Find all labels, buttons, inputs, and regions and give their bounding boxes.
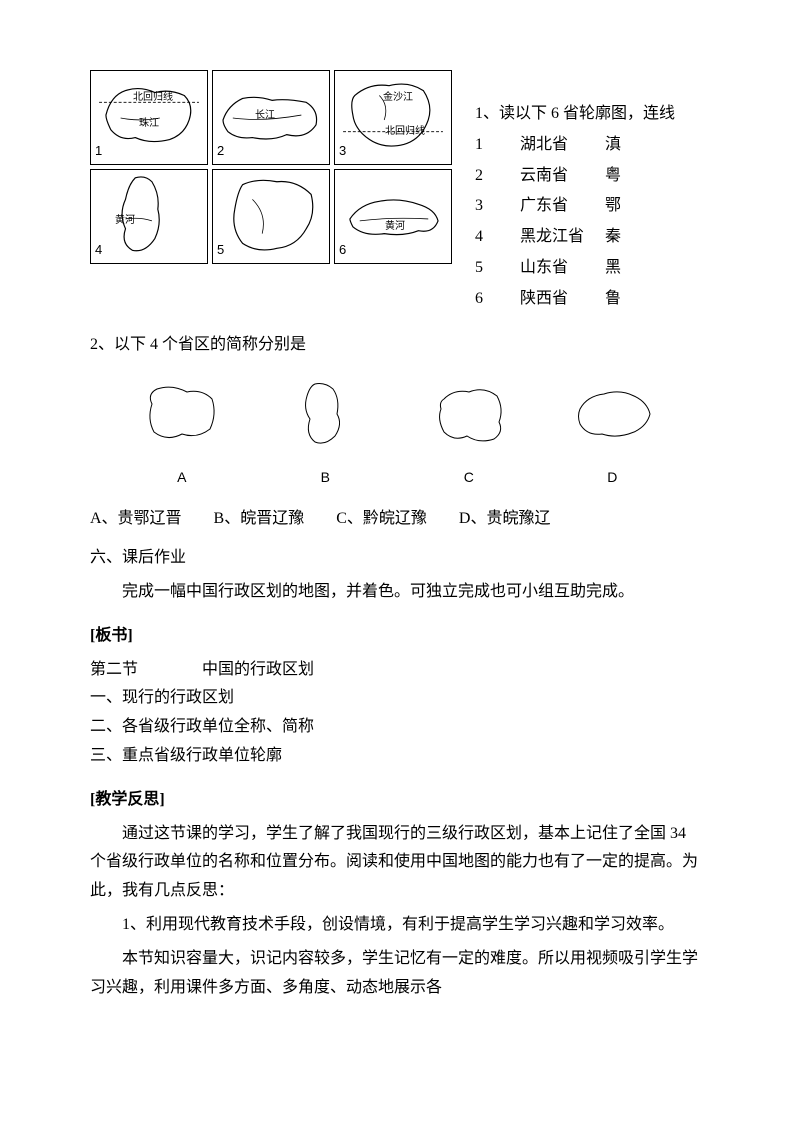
match-num: 1 xyxy=(475,131,520,160)
map-number-1: 1 xyxy=(95,139,102,162)
province-outline-3 xyxy=(335,71,451,164)
match-item-2: 2 云南省 粤 xyxy=(475,162,704,191)
board-header: [板书] xyxy=(90,622,704,651)
shape-label-c: C xyxy=(419,465,519,490)
province-outline-4 xyxy=(91,170,207,263)
section6-content: 完成一幅中国行政区划的地图，并着色。可独立完成也可小组互助完成。 xyxy=(90,578,704,607)
map-cell-2: 长江 2 xyxy=(212,70,330,165)
map-number-6: 6 xyxy=(339,238,346,261)
reflection-para-3: 本节知识容量大，识记内容较多，学生记忆有一定的难度。所以用视频吸引学生学习兴趣，… xyxy=(90,945,704,1003)
map4-label-river: 黄河 xyxy=(115,212,135,230)
match-province: 山东省 xyxy=(520,254,605,283)
six-maps-grid: 北回归线 珠江 1 长江 2 金沙江 北回归线 3 xyxy=(90,70,460,268)
question2-title: 2、以下 4 个省区的简称分别是 xyxy=(90,331,704,360)
map3-label-river: 金沙江 xyxy=(383,89,413,107)
question2-options: A、贵鄂辽晋 B、皖晋辽豫 C、黔皖辽豫 D、贵皖豫辽 xyxy=(90,505,704,534)
match-num: 3 xyxy=(475,192,520,221)
board-item-3: 三、重点省级行政单位轮廓 xyxy=(90,742,704,771)
province-shape-a xyxy=(132,374,232,454)
reflection-para-1: 通过这节课的学习，学生了解了我国现行的三级行政区划，基本上记住了全国 34 个省… xyxy=(90,820,704,906)
maps-row-1: 北回归线 珠江 1 长江 2 金沙江 北回归线 3 xyxy=(90,70,460,165)
match-province: 广东省 xyxy=(520,192,605,221)
shape-label-a: A xyxy=(132,465,232,490)
match-province: 湖北省 xyxy=(520,131,605,160)
shape-cell-d: D xyxy=(562,374,662,490)
match-abbr: 粤 xyxy=(605,162,635,191)
shape-label-d: D xyxy=(562,465,662,490)
shape-label-b: B xyxy=(275,465,375,490)
province-outline-6 xyxy=(335,170,451,263)
shape-cell-b: B xyxy=(275,374,375,490)
match-item-5: 5 山东省 黑 xyxy=(475,254,704,283)
four-shapes-row: A B C D xyxy=(90,364,704,500)
province-shape-c xyxy=(419,374,519,454)
match-abbr: 滇 xyxy=(605,131,635,160)
map6-label-river: 黄河 xyxy=(385,218,405,236)
match-province: 陕西省 xyxy=(520,285,605,314)
board-item-2: 二、各省级行政单位全称、简称 xyxy=(90,713,704,742)
map3-label-tropic: 北回归线 xyxy=(385,123,425,141)
reflection-para-2: 1、利用现代教育技术手段，创设情境，有利于提高学生学习兴趣和学习效率。 xyxy=(90,911,704,940)
match-num: 4 xyxy=(475,223,520,252)
maps-row-2: 黄河 4 5 黄河 6 xyxy=(90,169,460,264)
map-number-4: 4 xyxy=(95,238,102,261)
match-item-1: 1 湖北省 滇 xyxy=(475,131,704,160)
map-cell-4: 黄河 4 xyxy=(90,169,208,264)
reflection-header: [教学反思] xyxy=(90,786,704,815)
map-cell-3: 金沙江 北回归线 3 xyxy=(334,70,452,165)
shape-cell-a: A xyxy=(132,374,232,490)
province-shape-b xyxy=(275,374,375,454)
match-abbr: 鲁 xyxy=(605,285,635,314)
match-abbr: 鄂 xyxy=(605,192,635,221)
match-num: 6 xyxy=(475,285,520,314)
map-number-2: 2 xyxy=(217,139,224,162)
matching-list: 1、读以下 6 省轮廓图，连线 1 湖北省 滇 2 云南省 粤 3 广东省 鄂 … xyxy=(475,70,704,316)
question2-section: 2、以下 4 个省区的简称分别是 A B C D A、贵鄂辽晋 B、皖 xyxy=(90,331,704,535)
match-province: 云南省 xyxy=(520,162,605,191)
map2-label-river: 长江 xyxy=(255,107,275,125)
map-cell-1: 北回归线 珠江 1 xyxy=(90,70,208,165)
board-title: 第二节 中国的行政区划 xyxy=(90,656,704,685)
match-item-4: 4 黑龙江省 秦 xyxy=(475,223,704,252)
shape-cell-c: C xyxy=(419,374,519,490)
match-abbr: 秦 xyxy=(605,223,635,252)
map1-label-tropic: 北回归线 xyxy=(133,89,173,107)
match-num: 5 xyxy=(475,254,520,283)
map1-label-river: 珠江 xyxy=(139,115,159,133)
section6-title: 六、课后作业 xyxy=(90,544,704,573)
match-num: 2 xyxy=(475,162,520,191)
province-shape-d xyxy=(562,374,662,454)
match-province: 黑龙江省 xyxy=(520,223,605,252)
map-number-3: 3 xyxy=(339,139,346,162)
board-item-1: 一、现行的行政区划 xyxy=(90,684,704,713)
map-cell-5: 5 xyxy=(212,169,330,264)
map-number-5: 5 xyxy=(217,238,224,261)
question1-title: 1、读以下 6 省轮廓图，连线 xyxy=(475,100,704,129)
question1-section: 北回归线 珠江 1 长江 2 金沙江 北回归线 3 xyxy=(90,70,704,316)
match-item-6: 6 陕西省 鲁 xyxy=(475,285,704,314)
province-outline-5 xyxy=(213,170,329,263)
match-abbr: 黑 xyxy=(605,254,635,283)
match-item-3: 3 广东省 鄂 xyxy=(475,192,704,221)
map-cell-6: 黄河 6 xyxy=(334,169,452,264)
